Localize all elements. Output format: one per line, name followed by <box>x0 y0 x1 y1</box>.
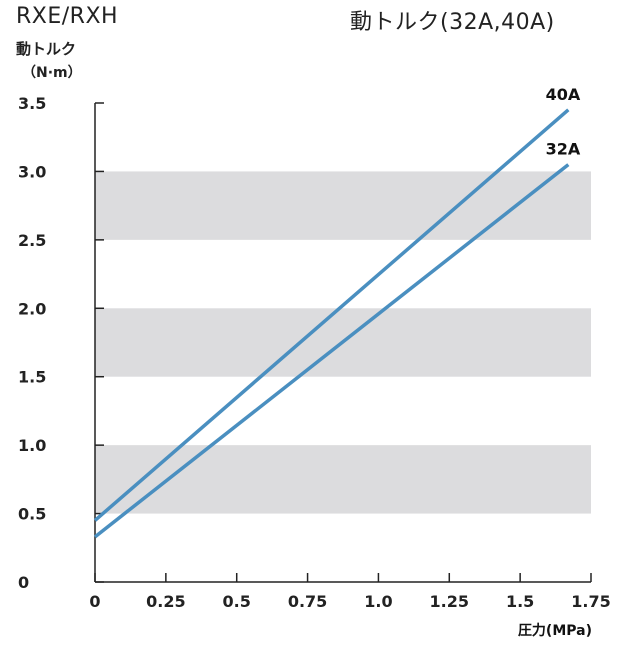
y-tick-label: 1.5 <box>18 368 46 387</box>
series-label-32A: 32A <box>546 140 581 159</box>
y-tick-label: 1.0 <box>18 436 46 455</box>
y-tick-label: 2.5 <box>18 231 46 250</box>
series-label-40A: 40A <box>546 85 581 104</box>
axes: 0 0.5 1.0 1.5 2.0 2.5 3.0 3.5 0 0.25 0.5 0.75 1.0 1.2… <box>18 94 611 611</box>
x-tick-label: 1.0 <box>364 592 392 611</box>
series-labels: 40A 32A <box>546 85 581 159</box>
x-tick-label: 0.75 <box>288 592 327 611</box>
y-axis-unit: （N·m） <box>22 65 82 81</box>
grid-band-2 <box>95 171 591 240</box>
x-tick-label: 0.25 <box>146 592 185 611</box>
header-left-title: RXE/RXH <box>16 4 119 29</box>
x-tick-label: 1.25 <box>430 592 469 611</box>
x-axis-label: 圧力(MPa) <box>518 622 592 639</box>
grid-band-0 <box>95 445 591 514</box>
x-tick-label: 0 <box>89 592 100 611</box>
x-tick-label: 1.75 <box>571 592 610 611</box>
y-tick-label: 0.5 <box>18 505 46 524</box>
y-tick-label: 3.0 <box>18 162 46 181</box>
y-axis-label: 動トルク <box>16 40 77 58</box>
series-line-40A <box>93 108 570 522</box>
y-tick-label: 3.5 <box>18 94 46 113</box>
series-lines <box>93 108 570 539</box>
y-tick-label: 0 <box>18 573 29 592</box>
header-right-title: 動トルク(32A,40A) <box>350 10 555 35</box>
series-line-32A <box>93 163 570 539</box>
x-tick-label: 0.5 <box>223 592 251 611</box>
x-tick-label: 1.5 <box>506 592 534 611</box>
y-tick-label: 2.0 <box>18 299 46 318</box>
